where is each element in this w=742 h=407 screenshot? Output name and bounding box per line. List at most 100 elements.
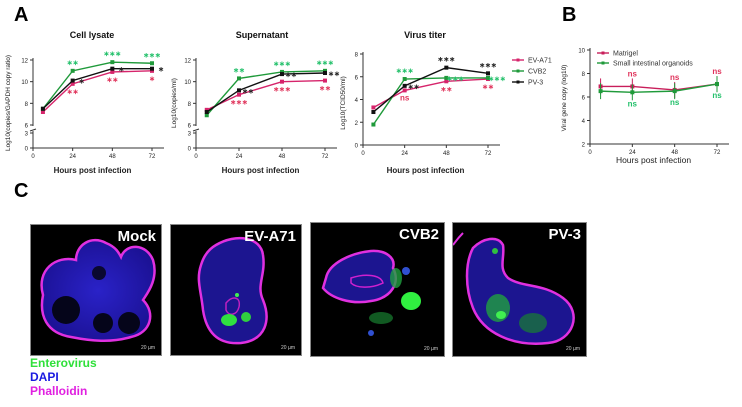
x-tick-label: 72 — [149, 154, 156, 160]
data-point — [40, 106, 45, 111]
chart-cell-lysate — [29, 58, 164, 151]
organoid-image-ev-a71 — [197, 237, 268, 345]
micrograph-mock: Mock 20 µm — [30, 224, 162, 356]
significance-mark: ∗ — [149, 76, 155, 83]
data-point — [204, 110, 209, 114]
x-tick-label: 24 — [629, 150, 636, 156]
series-line — [372, 66, 489, 113]
micrograph-cvb2: CVB2 20 µm — [310, 222, 445, 357]
significance-mark: ∗ — [158, 67, 164, 74]
y-tick-label: 12 — [21, 59, 28, 65]
organoid-image-pv-3 — [453, 232, 575, 345]
x-axis-label: Hours post infection — [54, 166, 132, 175]
y-tick-label: 10 — [578, 49, 585, 55]
data-point — [40, 110, 45, 114]
scale-bar: 20 µm — [281, 345, 295, 351]
y-tick-label: 6 — [188, 124, 192, 130]
legend-marker — [601, 51, 605, 55]
data-point — [237, 88, 241, 93]
y-tick-label: 0 — [25, 147, 29, 153]
legend-marker — [516, 69, 520, 73]
significance-mark: ∗∗∗ — [396, 68, 414, 75]
organoid-image-cvb2 — [321, 249, 421, 336]
legend-label: PV-3 — [528, 80, 543, 87]
legend-label: CVB2 — [528, 69, 546, 76]
scale-bar: 20 µm — [141, 345, 155, 351]
y-tick-label: 12 — [184, 59, 191, 65]
data-point — [486, 71, 490, 76]
legend-label: Small intestinal organoids — [613, 61, 693, 68]
y-tick-label: 8 — [25, 102, 29, 108]
significance-mark: ∗∗ — [106, 77, 118, 84]
data-point — [444, 79, 449, 84]
series-line — [42, 70, 153, 113]
data-point — [204, 113, 209, 118]
panel-label-b: B — [562, 4, 577, 26]
y-tick-label: 10 — [184, 80, 191, 86]
x-tick-label: 24 — [401, 151, 408, 157]
series-line — [372, 77, 488, 125]
significance-mark: ∗∗∗ — [438, 57, 456, 64]
stain-legend-dapi: DAPI — [30, 370, 59, 384]
y-tick-label: 8 — [355, 53, 359, 59]
x-tick-label: 48 — [109, 154, 116, 160]
y-axis-label: Viral gene copy (log10) — [561, 65, 568, 132]
x-axis-label: Hours post infection — [222, 166, 300, 175]
data-point — [280, 79, 284, 84]
series-line — [600, 83, 718, 94]
micrograph-ev-a71: EV-A71 20 µm — [170, 224, 302, 356]
y-axis-label: Log10(copies/GAPDH copy ratio) — [5, 55, 12, 151]
x-tick-label: 24 — [69, 154, 76, 160]
data-point — [150, 68, 154, 73]
data-point — [402, 83, 407, 88]
panel-label-c: C — [14, 180, 29, 202]
data-point — [371, 110, 376, 115]
y-tick-label: 4 — [582, 119, 586, 125]
significance-mark: ∗∗ — [328, 71, 340, 78]
series-line — [42, 67, 152, 110]
series-line — [206, 79, 326, 111]
data-point — [323, 68, 327, 73]
data-point — [486, 75, 490, 80]
data-point — [371, 122, 376, 127]
significance-mark: ∗∗ — [319, 86, 331, 93]
x-tick-label: 0 — [31, 154, 35, 160]
data-point — [444, 65, 449, 70]
series-line — [42, 61, 153, 110]
significance-mark: ns — [628, 69, 638, 78]
significance-mark: ns — [670, 98, 680, 107]
significance-mark: ∗∗ — [233, 67, 245, 74]
x-axis-label: Hours post infection — [616, 155, 691, 165]
x-tick-label: 0 — [194, 154, 198, 160]
micrograph-label: PV-3 — [548, 226, 581, 243]
significance-mark: ∗ — [79, 79, 85, 86]
scale-bar: 20 µm — [424, 346, 438, 352]
axis-break — [29, 128, 37, 132]
x-tick-label: 48 — [671, 150, 678, 156]
significance-mark: ∗∗ — [242, 88, 254, 95]
y-tick-label: 8 — [188, 102, 192, 108]
data-point — [402, 88, 407, 93]
chart-title: Cell lysate — [70, 30, 115, 40]
x-tick-label: 48 — [443, 151, 450, 157]
stain-legend-enterovirus: Enterovirus — [30, 356, 97, 370]
data-point — [150, 66, 154, 71]
axis-break — [192, 128, 200, 132]
significance-mark: ns — [400, 93, 410, 102]
significance-mark: ∗∗ — [482, 84, 494, 91]
y-tick-label: 3 — [188, 132, 192, 138]
data-point — [110, 66, 115, 71]
micrograph-label: Mock — [117, 228, 156, 245]
data-point — [110, 69, 115, 74]
x-tick-label: 24 — [236, 154, 243, 160]
significance-mark: ns — [712, 91, 722, 100]
x-tick-label: 72 — [322, 154, 329, 160]
y-tick-label: 0 — [355, 144, 359, 150]
chart-virus-titer — [360, 52, 524, 148]
micrograph-pv-3: PV-3 20 µm — [452, 222, 587, 357]
chart-title: Supernatant — [236, 30, 289, 40]
organoid-image-mock — [40, 238, 156, 342]
significance-mark: ns — [670, 73, 680, 82]
data-point — [323, 78, 327, 83]
